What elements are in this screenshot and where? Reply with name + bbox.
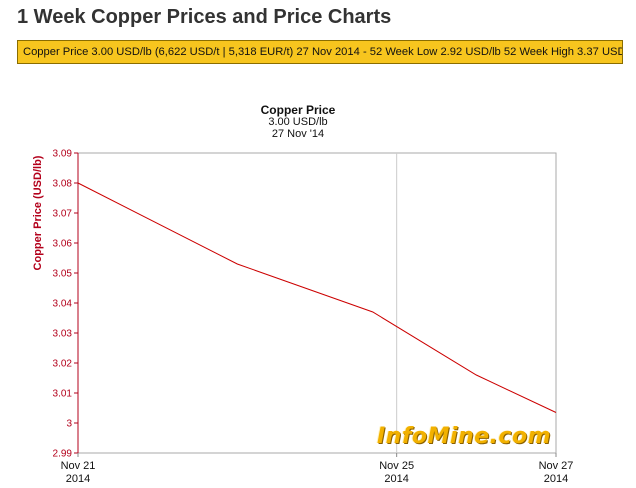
chart-title: Copper Price [260,103,336,117]
y-tick-label: 2.99 [53,449,73,460]
y-tick-label: 3.09 [53,149,73,160]
x-tick-year-label: 2014 [544,473,568,485]
plot-area [77,152,557,454]
y-tick-label: 3.05 [53,269,73,280]
y-tick-label: 3.03 [53,329,73,340]
chart-subtitle: 3.00 USD/lb [268,116,328,128]
chart-date-label: 27 Nov '14 [271,128,325,140]
x-tick-label: Nov 21 [61,460,96,472]
page-title: 1 Week Copper Prices and Price Charts [17,6,392,28]
copper-price-line [77,182,557,413]
infomine-watermark: InfoMine.com [377,424,551,449]
y-tick-label: 3.06 [53,239,73,250]
y-axis-title: Copper Price (USD/lb) [32,155,44,270]
x-tick-label: Nov 27 [539,460,574,472]
y-tick-label: 3.02 [53,359,73,370]
x-tick-label: Nov 25 [379,460,414,472]
y-tick-label: 3 [66,419,72,430]
y-tick-label: 3.04 [53,299,73,310]
y-tick-label: 3.07 [53,209,73,220]
y-tick-label: 3.01 [53,389,73,400]
price-ticker-bar: Copper Price 3.00 USD/lb (6,622 USD/t | … [17,40,623,64]
x-tick-year-label: 2014 [384,473,408,485]
y-tick-label: 3.08 [53,179,73,190]
x-tick-year-label: 2014 [66,473,90,485]
